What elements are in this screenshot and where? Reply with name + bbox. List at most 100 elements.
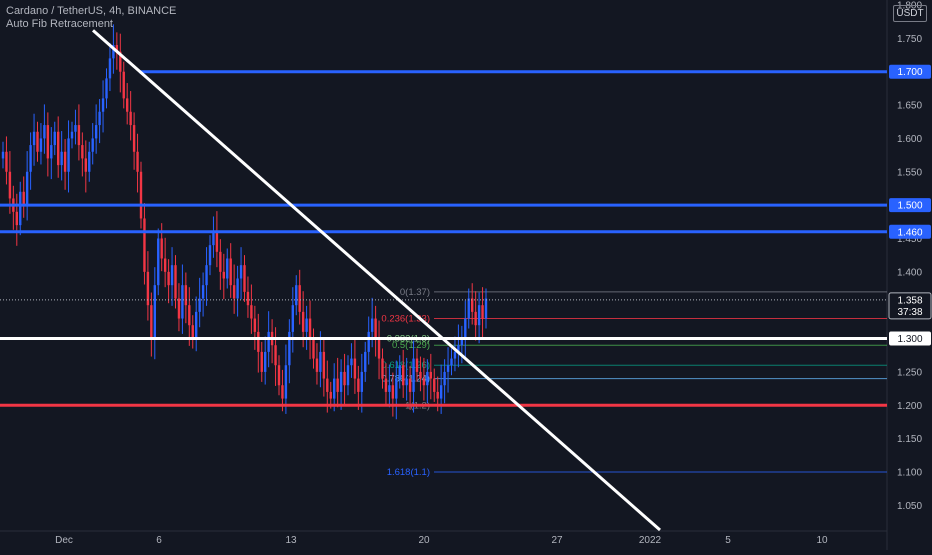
indicator-label: Auto Fib Retracement — [6, 18, 113, 30]
candle-body — [339, 371, 343, 392]
price-level-tag — [889, 198, 931, 213]
fib-level-label: 0.236(1.33) — [381, 314, 430, 325]
candle-body — [350, 358, 353, 366]
candle-body — [153, 285, 156, 339]
candle-body — [422, 378, 426, 386]
price-tick-label: 1.050 — [897, 501, 922, 512]
current-price-countdown: 37:38 — [897, 307, 922, 318]
candle-body — [167, 271, 170, 286]
candle-body — [88, 151, 91, 172]
candle-body — [460, 338, 464, 346]
candle-body — [274, 345, 277, 366]
candle-body — [329, 391, 332, 399]
price-tick-label: 1.250 — [897, 367, 922, 378]
price-level-tag — [889, 224, 931, 239]
candle-body — [129, 111, 132, 126]
candle-body — [160, 238, 163, 259]
candle-body — [74, 125, 77, 132]
candle-body — [201, 285, 205, 299]
candle-body — [267, 331, 270, 352]
candle-body — [236, 278, 239, 299]
candle-body — [239, 265, 243, 279]
candle-body — [388, 385, 391, 392]
trendline — [92, 29, 661, 532]
candle-body — [308, 318, 312, 339]
candle-body — [357, 378, 360, 392]
candle-body — [346, 365, 350, 386]
candle-body — [94, 125, 98, 139]
candle-body — [319, 351, 322, 372]
candle-body — [391, 385, 395, 399]
candle-body — [43, 125, 46, 139]
candle-body — [143, 218, 146, 272]
candle-body — [281, 385, 284, 399]
candle-body — [481, 305, 484, 319]
candle-body — [405, 378, 408, 386]
candle-body — [22, 191, 25, 206]
time-tick-label: 10 — [816, 535, 828, 546]
candle-body — [25, 171, 29, 206]
candle-body — [29, 145, 32, 172]
candle-body — [277, 365, 281, 386]
candle-body — [298, 285, 301, 312]
price-level-tag-label: 1.300 — [897, 334, 922, 345]
candle-body — [370, 318, 374, 332]
candle-body — [191, 325, 194, 339]
fib-level-label: 0(1.37) — [400, 287, 430, 298]
candle-body — [284, 365, 288, 399]
candle-body — [333, 378, 336, 399]
candle-body — [322, 351, 326, 379]
candle-body — [53, 131, 56, 146]
candle-body — [98, 111, 101, 126]
candle-body — [105, 78, 108, 99]
candle-body — [132, 125, 136, 152]
current-price-value: 1.358 — [897, 295, 922, 306]
candle-body — [433, 378, 436, 392]
candle-body — [250, 305, 253, 319]
candle-body — [181, 285, 184, 319]
candle-body — [205, 265, 208, 286]
candle-body — [260, 351, 263, 372]
candle-body — [408, 378, 412, 392]
candle-body — [15, 211, 18, 226]
candle-body — [70, 131, 74, 139]
candle-body — [246, 291, 250, 306]
candle-body — [1, 151, 5, 159]
candle-body — [415, 358, 419, 372]
candle-body — [253, 318, 257, 332]
time-tick-label: 5 — [725, 535, 731, 546]
candle-body — [157, 238, 160, 286]
candle-body — [484, 298, 488, 319]
price-tick-label: 1.400 — [897, 267, 922, 278]
candle-body — [81, 145, 84, 159]
candle-body — [467, 298, 470, 319]
candle-body — [453, 351, 457, 359]
candle-body — [136, 151, 139, 172]
candle-body — [184, 285, 188, 306]
fib-level-label: 0.5(1.29) — [392, 340, 430, 351]
price-tick-label: 1.750 — [897, 34, 922, 45]
candle-body — [301, 311, 305, 332]
time-tick-label: 20 — [418, 535, 430, 546]
candle-body — [177, 298, 181, 319]
candle-body — [108, 58, 112, 79]
candle-body — [243, 265, 246, 292]
time-tick-label: 27 — [551, 535, 563, 546]
candle-body — [163, 258, 167, 272]
candle-body — [46, 125, 50, 159]
candle-body — [229, 258, 232, 286]
candle-body — [5, 151, 8, 172]
candle-body — [57, 131, 60, 166]
candle-body — [170, 265, 174, 286]
currency-badge[interactable]: USDT — [893, 5, 927, 22]
candle-body — [32, 131, 36, 146]
price-level-tag-label: 1.500 — [897, 201, 922, 212]
candle-body — [50, 145, 53, 159]
candle-body — [174, 265, 177, 299]
time-tick-label: Dec — [55, 535, 73, 546]
candle-body — [226, 258, 229, 279]
candle-body — [195, 311, 198, 339]
candle-body — [39, 138, 43, 152]
